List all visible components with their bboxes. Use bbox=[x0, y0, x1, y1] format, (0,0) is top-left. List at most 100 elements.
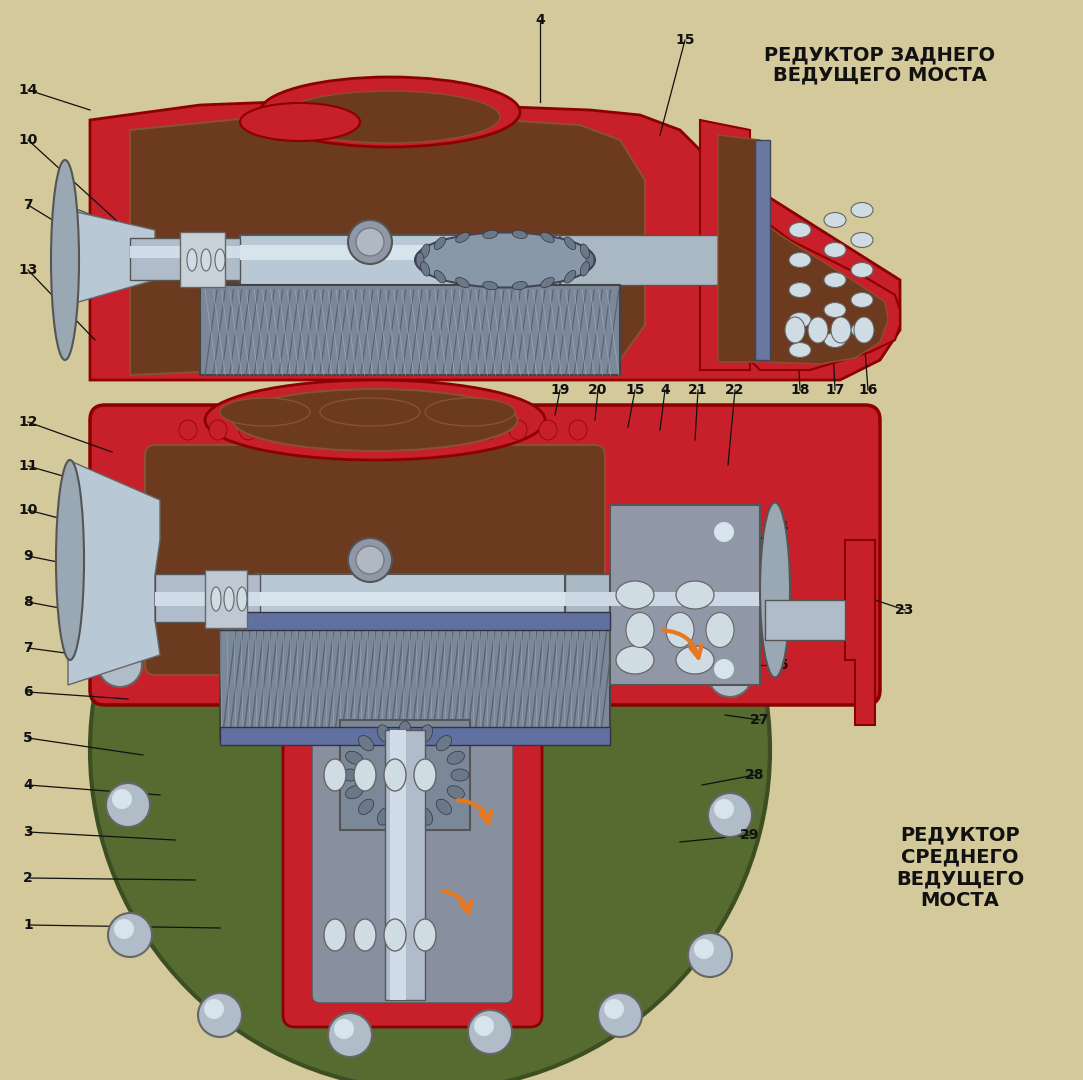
Ellipse shape bbox=[319, 399, 420, 426]
Ellipse shape bbox=[299, 420, 317, 440]
Ellipse shape bbox=[420, 244, 430, 258]
Ellipse shape bbox=[790, 222, 811, 238]
Polygon shape bbox=[68, 210, 155, 305]
Circle shape bbox=[598, 993, 642, 1037]
Circle shape bbox=[99, 509, 119, 529]
Circle shape bbox=[93, 503, 138, 546]
Ellipse shape bbox=[419, 808, 432, 825]
Ellipse shape bbox=[358, 735, 374, 751]
Ellipse shape bbox=[205, 380, 545, 460]
Ellipse shape bbox=[419, 420, 438, 440]
Ellipse shape bbox=[760, 502, 790, 677]
Ellipse shape bbox=[626, 612, 654, 648]
Ellipse shape bbox=[434, 270, 445, 283]
Circle shape bbox=[198, 993, 242, 1037]
Text: 7: 7 bbox=[23, 642, 32, 654]
Text: 8: 8 bbox=[23, 595, 32, 609]
Ellipse shape bbox=[851, 323, 873, 337]
Ellipse shape bbox=[179, 420, 197, 440]
Ellipse shape bbox=[341, 769, 358, 781]
Ellipse shape bbox=[51, 160, 79, 360]
Circle shape bbox=[90, 410, 770, 1080]
Bar bbox=[155, 592, 260, 606]
Text: 26: 26 bbox=[770, 658, 790, 672]
Circle shape bbox=[714, 659, 734, 679]
Ellipse shape bbox=[456, 232, 469, 243]
Circle shape bbox=[328, 1013, 371, 1057]
Ellipse shape bbox=[509, 420, 527, 440]
Bar bbox=[130, 246, 240, 258]
Ellipse shape bbox=[564, 237, 576, 249]
Text: МОСТА: МОСТА bbox=[921, 891, 1000, 910]
Text: 4: 4 bbox=[535, 13, 545, 27]
Ellipse shape bbox=[540, 232, 554, 243]
Text: 19: 19 bbox=[770, 565, 790, 579]
Ellipse shape bbox=[824, 213, 846, 228]
Ellipse shape bbox=[420, 261, 430, 276]
Bar bbox=[155, 573, 260, 622]
Circle shape bbox=[708, 793, 752, 837]
FancyArrowPatch shape bbox=[663, 630, 702, 658]
Ellipse shape bbox=[616, 581, 654, 609]
Ellipse shape bbox=[209, 420, 227, 440]
Circle shape bbox=[97, 643, 142, 687]
Text: 13: 13 bbox=[18, 264, 38, 276]
FancyBboxPatch shape bbox=[283, 708, 542, 1027]
Ellipse shape bbox=[564, 270, 576, 283]
Ellipse shape bbox=[224, 588, 234, 611]
Text: 19: 19 bbox=[550, 383, 570, 397]
Polygon shape bbox=[845, 540, 875, 725]
Polygon shape bbox=[90, 100, 900, 380]
Ellipse shape bbox=[399, 811, 412, 829]
Circle shape bbox=[356, 546, 384, 573]
Text: 10: 10 bbox=[18, 503, 38, 517]
Text: 17: 17 bbox=[825, 383, 845, 397]
Ellipse shape bbox=[512, 282, 527, 289]
Circle shape bbox=[112, 789, 132, 809]
Text: 16: 16 bbox=[859, 383, 877, 397]
Ellipse shape bbox=[569, 420, 587, 440]
Bar bbox=[765, 600, 845, 640]
Ellipse shape bbox=[790, 253, 811, 268]
Text: 5: 5 bbox=[23, 731, 32, 745]
Polygon shape bbox=[718, 135, 888, 364]
Text: 12: 12 bbox=[18, 415, 38, 429]
Ellipse shape bbox=[824, 272, 846, 287]
Circle shape bbox=[694, 939, 714, 959]
Ellipse shape bbox=[389, 420, 407, 440]
Ellipse shape bbox=[580, 261, 589, 276]
Ellipse shape bbox=[451, 769, 469, 781]
Text: РЕДУКТОР: РЕДУКТОР bbox=[900, 825, 1020, 845]
Ellipse shape bbox=[260, 77, 520, 147]
Circle shape bbox=[104, 649, 123, 669]
Text: ВЕДУЩЕГО МОСТА: ВЕДУЩЕГО МОСТА bbox=[773, 66, 987, 84]
Ellipse shape bbox=[384, 919, 406, 951]
Ellipse shape bbox=[329, 420, 347, 440]
Circle shape bbox=[714, 522, 734, 542]
Bar bbox=[205, 570, 247, 627]
Ellipse shape bbox=[240, 103, 360, 141]
Ellipse shape bbox=[831, 318, 851, 343]
Circle shape bbox=[108, 913, 152, 957]
Text: 1: 1 bbox=[23, 918, 32, 932]
Ellipse shape bbox=[808, 318, 828, 343]
Circle shape bbox=[714, 799, 734, 819]
Circle shape bbox=[348, 220, 392, 264]
Ellipse shape bbox=[790, 312, 811, 327]
Bar bbox=[340, 720, 470, 831]
Ellipse shape bbox=[358, 799, 374, 814]
Ellipse shape bbox=[324, 759, 345, 791]
Circle shape bbox=[474, 1016, 494, 1036]
Bar bbox=[390, 730, 406, 1000]
Ellipse shape bbox=[414, 759, 436, 791]
Bar bbox=[200, 285, 619, 375]
Ellipse shape bbox=[586, 253, 593, 268]
Bar bbox=[610, 505, 760, 685]
Polygon shape bbox=[68, 460, 160, 685]
Ellipse shape bbox=[854, 318, 874, 343]
Circle shape bbox=[468, 1010, 512, 1054]
FancyBboxPatch shape bbox=[145, 445, 605, 675]
Bar bbox=[255, 573, 565, 622]
Ellipse shape bbox=[216, 249, 225, 271]
Text: 14: 14 bbox=[18, 83, 38, 97]
